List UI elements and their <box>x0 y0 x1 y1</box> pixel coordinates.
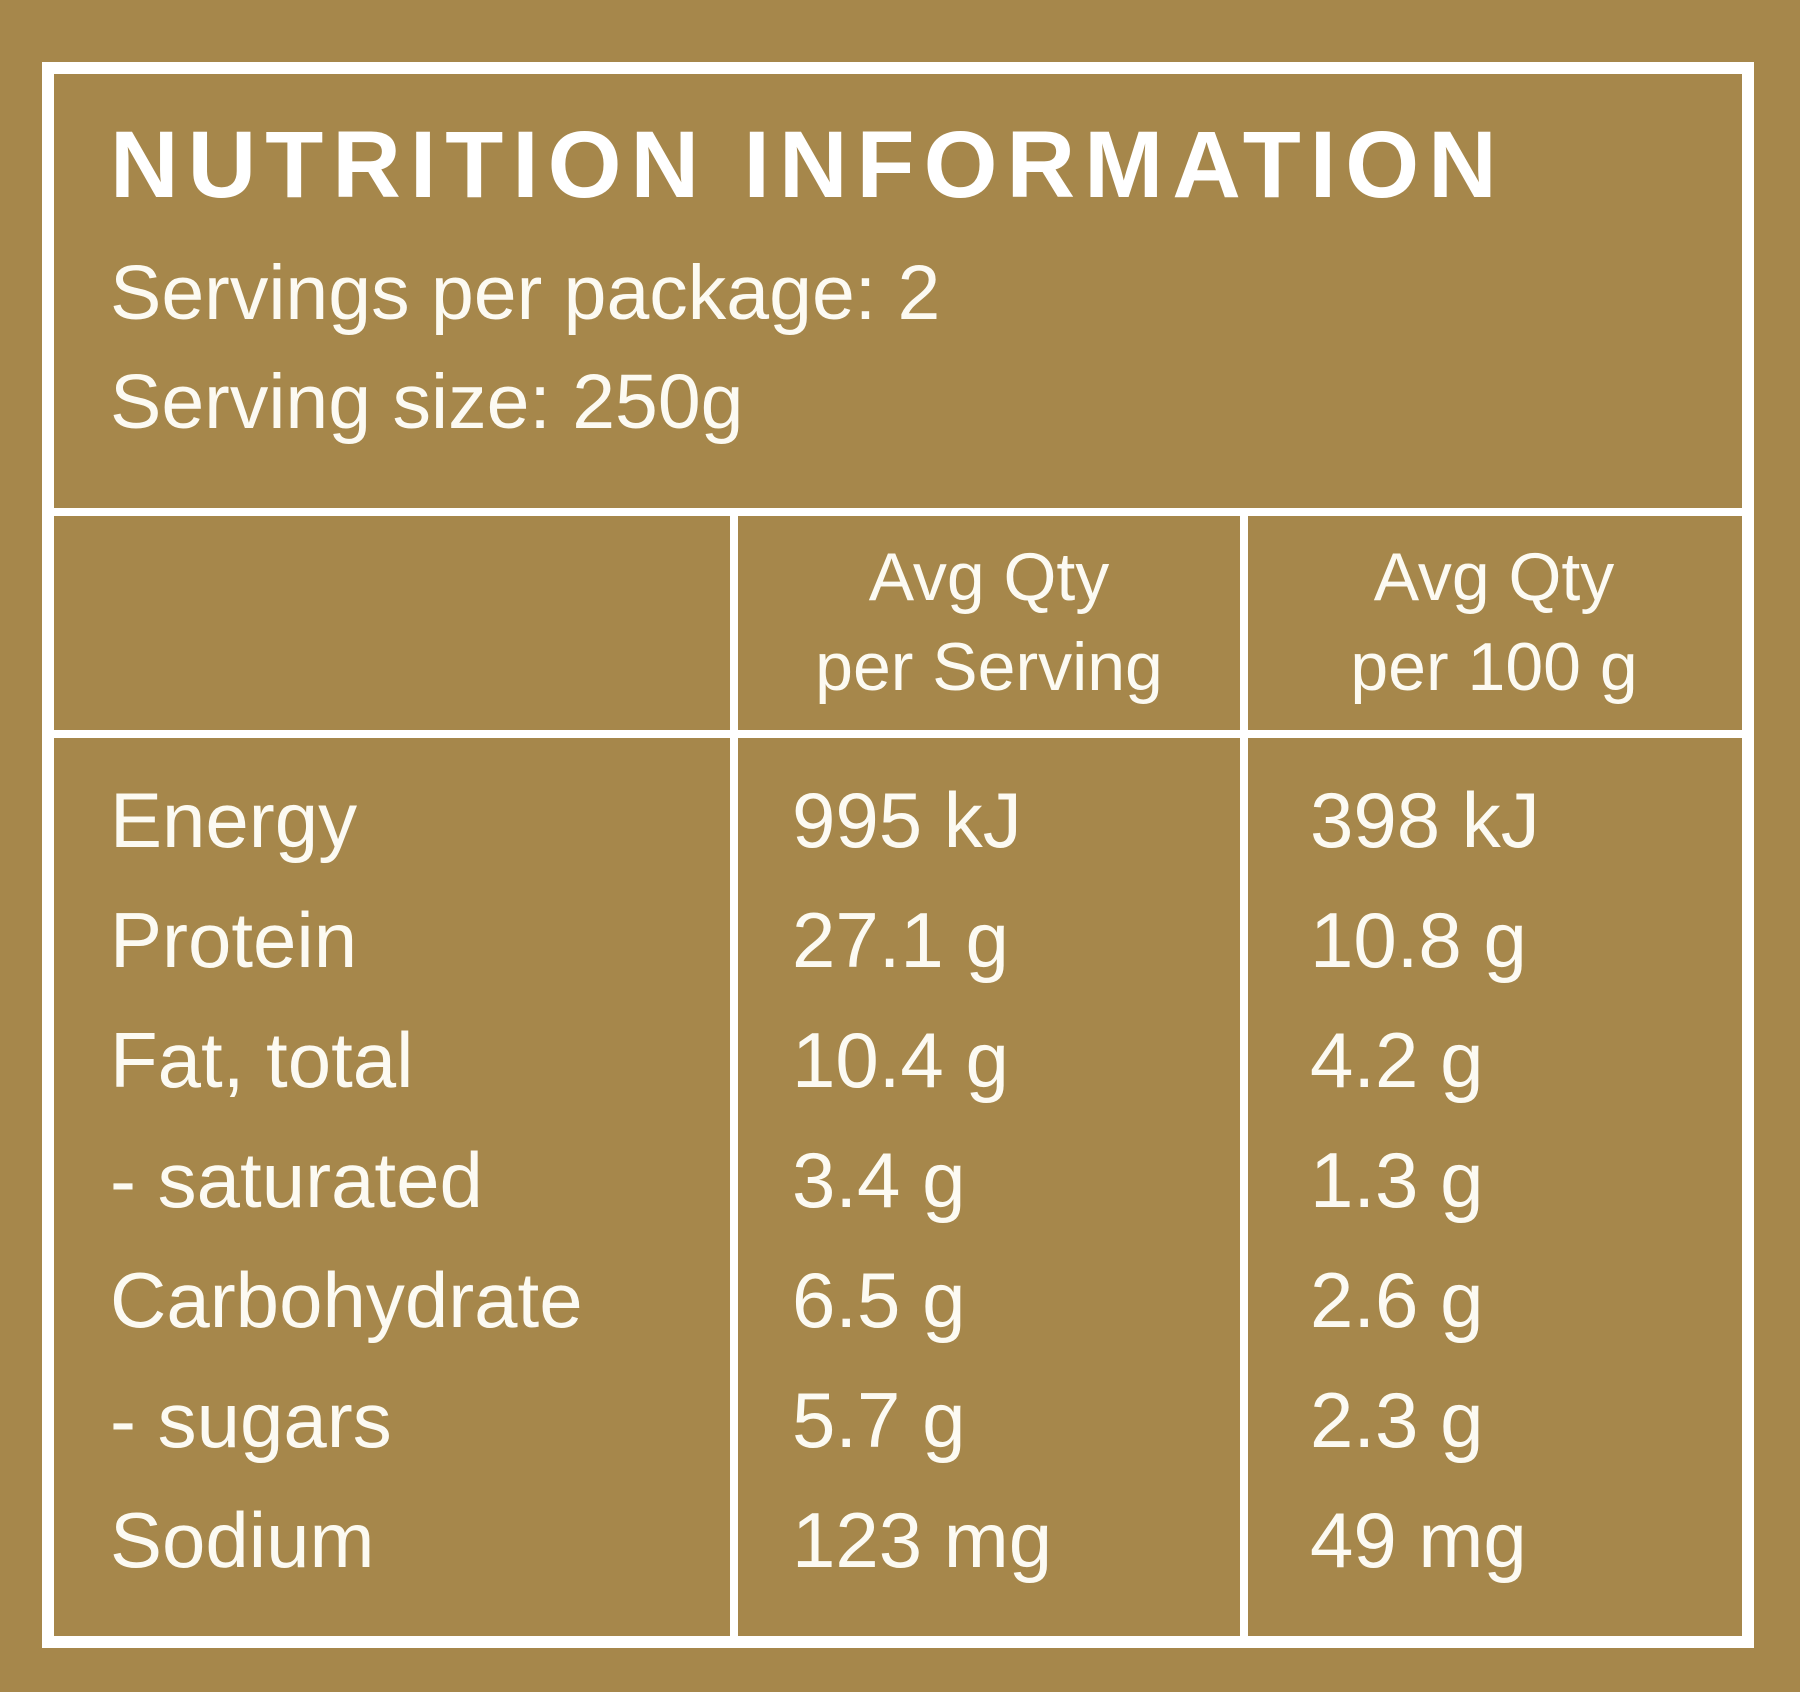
column-header-per-serving-line1: Avg Qty <box>868 539 1110 616</box>
column-header-per-100g-line1: Avg Qty <box>1373 539 1615 616</box>
table-header-row: Avg Qty per Serving Avg Qty per 100 g <box>54 508 1742 730</box>
value-per-serving: 995 kJ <box>792 775 1022 864</box>
serving-size: Serving size: 250g <box>110 359 744 445</box>
value-per-serving: 6.5 g <box>792 1255 966 1344</box>
value-per-100g: 2.6 g <box>1310 1255 1484 1344</box>
nutrient-name: Carbohydrate <box>110 1255 583 1344</box>
nutrient-name: - saturated <box>110 1135 483 1224</box>
nutrient-name: Protein <box>110 895 358 984</box>
column-header-per-serving: Avg Qty per Serving <box>730 516 1240 730</box>
nutrient-name: Fat, total <box>110 1015 414 1104</box>
label-header-section: NUTRITION INFORMATION Servings per packa… <box>54 74 1742 508</box>
value-per-100g: 1.3 g <box>1310 1135 1484 1224</box>
per-100g-column: 398 kJ 10.8 g 4.2 g 1.3 g 2.6 g 2.3 g 49… <box>1240 738 1740 1636</box>
value-per-serving: 123 mg <box>792 1495 1053 1584</box>
nutrient-name: Energy <box>110 775 358 864</box>
nutrition-panel: NUTRITION INFORMATION Servings per packa… <box>42 62 1754 1648</box>
value-per-100g: 2.3 g <box>1310 1375 1484 1464</box>
per-serving-column: 995 kJ 27.1 g 10.4 g 3.4 g 6.5 g 5.7 g 1… <box>730 738 1240 1636</box>
nutrient-name: Sodium <box>110 1495 375 1584</box>
nutrition-title: NUTRITION INFORMATION <box>110 112 1506 218</box>
value-per-100g: 4.2 g <box>1310 1015 1484 1104</box>
column-header-per-serving-line2: per Serving <box>815 629 1163 705</box>
value-per-100g: 10.8 g <box>1310 895 1527 984</box>
column-header-nutrient <box>54 516 730 730</box>
value-per-serving: 27.1 g <box>792 895 1009 984</box>
value-per-100g: 49 mg <box>1310 1495 1527 1584</box>
value-per-serving: 3.4 g <box>792 1135 966 1224</box>
nutrient-name-column: Energy Protein Fat, total - saturated Ca… <box>54 738 730 1636</box>
value-per-serving: 5.7 g <box>792 1375 966 1464</box>
nutrient-name: - sugars <box>110 1375 392 1464</box>
value-per-serving: 10.4 g <box>792 1015 1009 1104</box>
value-per-100g: 398 kJ <box>1310 775 1540 864</box>
table-body: Energy Protein Fat, total - saturated Ca… <box>54 730 1742 1636</box>
servings-per-package: Servings per package: 2 <box>110 250 941 336</box>
column-header-per-100g: Avg Qty per 100 g <box>1240 516 1740 730</box>
column-header-per-100g-line2: per 100 g <box>1350 629 1638 705</box>
